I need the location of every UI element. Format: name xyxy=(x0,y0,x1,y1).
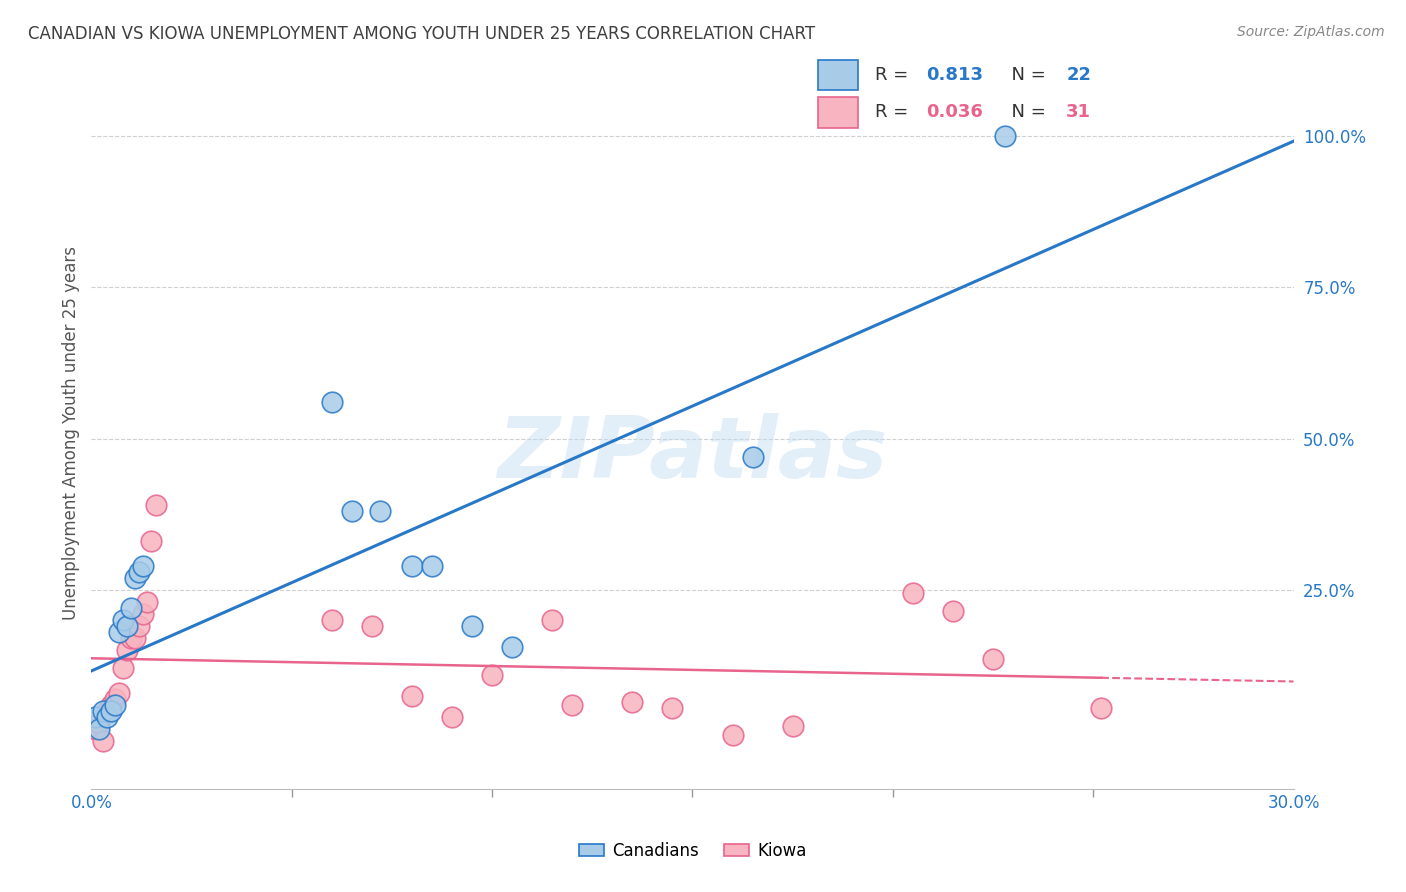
Point xyxy=(104,698,127,712)
Point xyxy=(145,498,167,512)
Point xyxy=(128,619,150,633)
Point xyxy=(621,695,644,709)
Point xyxy=(121,601,143,615)
Point xyxy=(360,619,382,633)
Point xyxy=(100,704,122,718)
Text: CANADIAN VS KIOWA UNEMPLOYMENT AMONG YOUTH UNDER 25 YEARS CORRELATION CHART: CANADIAN VS KIOWA UNEMPLOYMENT AMONG YOU… xyxy=(28,25,815,43)
Point xyxy=(942,604,965,618)
Point xyxy=(141,534,163,549)
Point xyxy=(721,728,744,742)
Point xyxy=(117,643,139,657)
Point xyxy=(84,710,107,724)
Point xyxy=(117,619,139,633)
Text: N =: N = xyxy=(1000,103,1052,121)
Text: R =: R = xyxy=(875,103,914,121)
Point xyxy=(994,129,1017,144)
Point xyxy=(93,704,115,718)
Point xyxy=(112,661,135,675)
Point xyxy=(741,450,763,464)
Point xyxy=(128,565,150,579)
Point xyxy=(321,395,343,409)
Point xyxy=(981,652,1004,666)
Point xyxy=(124,571,146,585)
Point xyxy=(112,613,135,627)
Point xyxy=(96,704,118,718)
FancyBboxPatch shape xyxy=(818,97,858,128)
Point xyxy=(89,722,111,736)
Point xyxy=(1090,700,1112,714)
Point xyxy=(440,710,463,724)
Point xyxy=(401,689,423,703)
Text: N =: N = xyxy=(1000,66,1052,84)
Point xyxy=(321,613,343,627)
Point xyxy=(561,698,583,712)
Point xyxy=(104,691,127,706)
Point xyxy=(481,667,503,681)
Point xyxy=(461,619,484,633)
Text: 0.036: 0.036 xyxy=(925,103,983,121)
Point xyxy=(84,722,107,736)
Point xyxy=(132,607,155,621)
Point xyxy=(100,698,122,712)
Text: ZIPatlas: ZIPatlas xyxy=(498,412,887,496)
Point xyxy=(661,700,683,714)
Point xyxy=(89,715,111,730)
Point xyxy=(420,558,443,573)
Text: Source: ZipAtlas.com: Source: ZipAtlas.com xyxy=(1237,25,1385,39)
Point xyxy=(132,558,155,573)
Point xyxy=(340,504,363,518)
Legend: Canadians, Kiowa: Canadians, Kiowa xyxy=(572,836,813,867)
Point xyxy=(368,504,391,518)
FancyBboxPatch shape xyxy=(818,60,858,90)
Point xyxy=(124,632,146,646)
Y-axis label: Unemployment Among Youth under 25 years: Unemployment Among Youth under 25 years xyxy=(62,245,80,620)
Point xyxy=(108,625,131,640)
Point xyxy=(136,595,159,609)
Point xyxy=(96,710,118,724)
Point xyxy=(121,632,143,646)
Text: 0.813: 0.813 xyxy=(925,66,983,84)
Point xyxy=(901,586,924,600)
Text: 31: 31 xyxy=(1066,103,1091,121)
Point xyxy=(108,686,131,700)
Text: 22: 22 xyxy=(1066,66,1091,84)
Point xyxy=(401,558,423,573)
Point xyxy=(501,640,523,655)
Point xyxy=(93,734,115,748)
Point xyxy=(541,613,564,627)
Text: R =: R = xyxy=(875,66,914,84)
Point xyxy=(782,719,804,733)
